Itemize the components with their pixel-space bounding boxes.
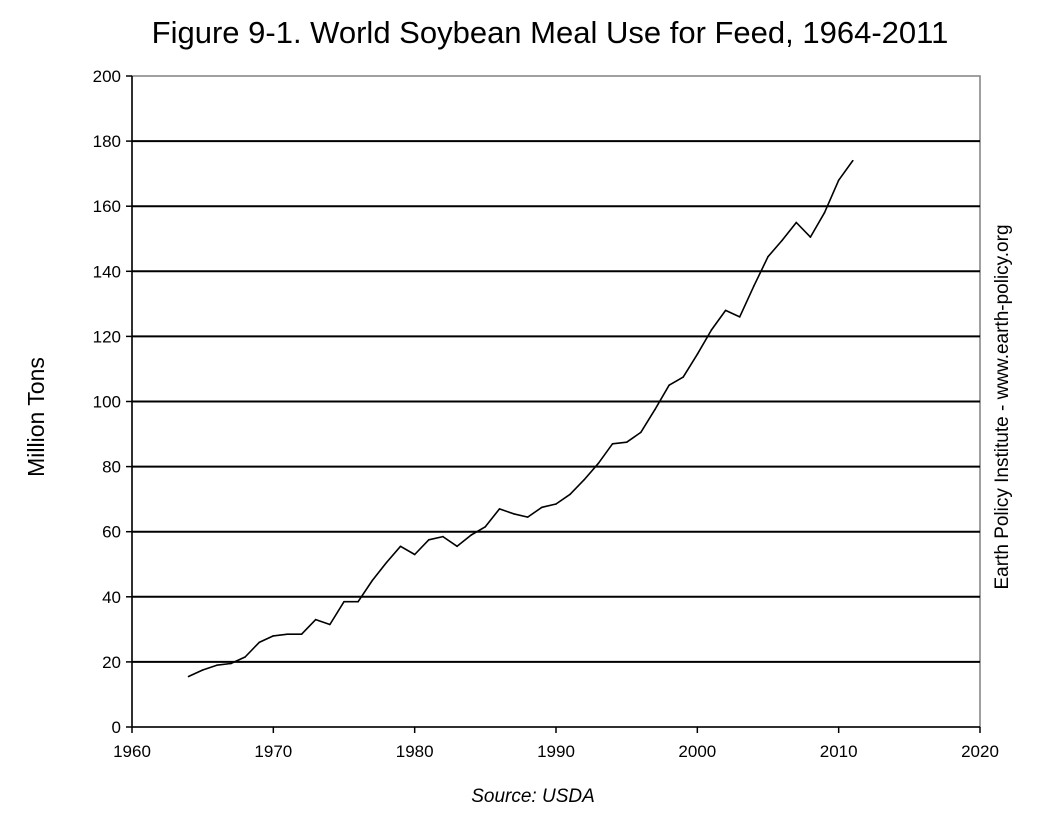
x-tick-label: 2000 [678,742,716,761]
data-point [258,641,261,644]
data-point [230,662,232,665]
data-point [399,545,402,548]
y-tick-label: 100 [93,393,121,412]
data-point [526,516,529,518]
data-point [738,316,741,318]
data-point [428,539,430,541]
data-point [329,623,331,626]
data-point [852,159,854,162]
x-tick-label: 1970 [254,742,292,761]
data-point [498,508,501,510]
data-point [286,633,289,636]
data-point [597,462,600,465]
data-point [710,329,713,331]
data-point [668,384,670,387]
data-point [753,285,755,287]
y-axis-label: Million Tons [23,357,49,477]
data-point [767,255,769,258]
series-line [188,160,854,678]
side-note: Earth Policy Institute - www.earth-polic… [992,224,1013,589]
data-point [625,441,628,443]
y-tick-label: 40 [102,588,121,607]
data-point [470,534,473,536]
y-tick-label: 120 [93,327,121,346]
y-tick-label: 0 [112,718,121,737]
x-axis-ticks: 1960 1970 1980 1990 2000 2010 2020 [113,727,999,761]
data-point [357,600,359,603]
x-tick-label: 1980 [396,742,434,761]
y-tick-label: 160 [93,197,121,216]
data-point [640,431,642,434]
series-group [187,159,854,678]
data-point [583,478,586,481]
data-point [823,211,826,214]
data-point [216,664,218,666]
data-point [569,493,571,496]
x-tick-label: 2010 [820,742,858,761]
data-point [244,656,246,658]
data-point [696,353,699,356]
data-point [413,553,416,556]
y-tick-label: 200 [93,67,121,86]
data-point [611,443,614,445]
y-axis-ticks: 0 20 40 60 80 100 120 140 160 180 200 [93,67,132,737]
x-tick-label: 1990 [537,742,575,761]
data-point [781,239,783,242]
data-point [654,408,656,411]
data-point [371,579,374,582]
x-tick-label: 2020 [961,742,999,761]
data-point [682,376,684,378]
data-point [272,635,275,637]
y-tick-label: 80 [102,458,121,477]
data-point [201,669,204,671]
data-point [314,618,317,621]
data-point [555,503,557,505]
data-point [837,179,840,181]
y-tick-label: 140 [93,262,121,281]
data-point [343,600,345,603]
data-point [809,236,812,238]
y-tick-label: 180 [93,132,121,151]
data-point [512,512,515,515]
data-point [541,506,543,509]
chart-title: Figure 9-1. World Soybean Meal Use for F… [152,15,949,50]
data-point [187,675,190,678]
data-point [300,633,303,636]
data-point [442,535,444,538]
gridlines [132,140,980,663]
data-point [385,561,388,564]
y-tick-label: 60 [102,523,121,542]
data-point [456,545,458,548]
source-note: Source: USDA [471,786,595,807]
data-point [795,221,798,224]
data-point [724,309,727,312]
data-point [484,526,487,528]
y-tick-label: 20 [102,653,121,672]
x-tick-label: 1960 [113,742,151,761]
